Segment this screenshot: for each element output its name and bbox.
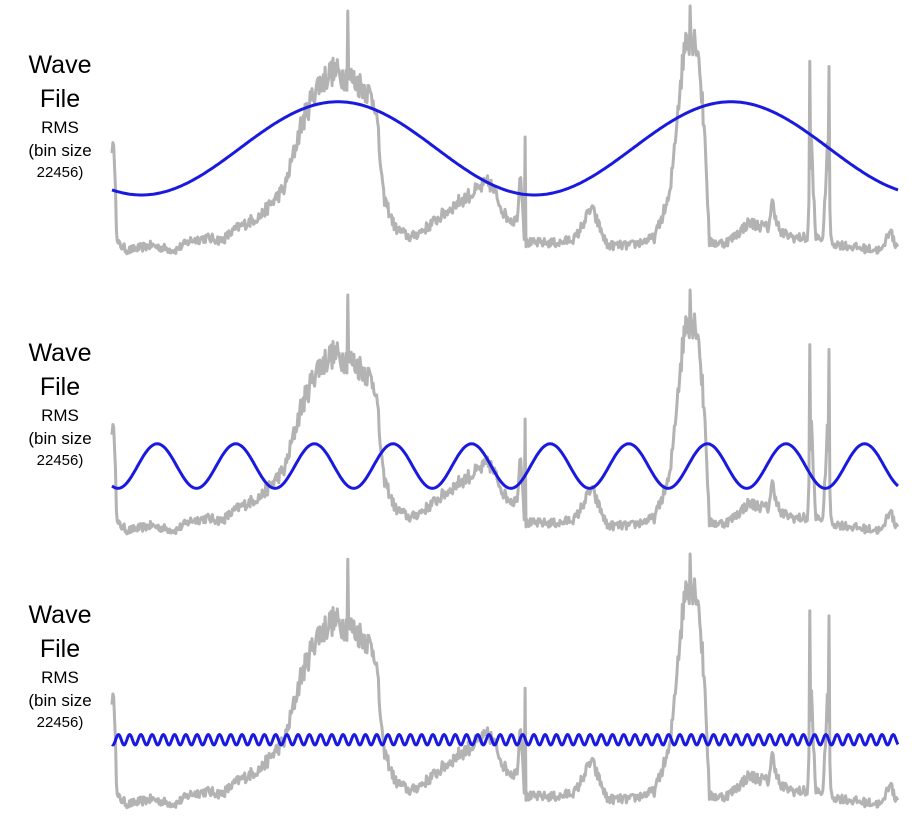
chart-title-3: Wave File RMS (bin size 22456) (0, 598, 120, 733)
sine-series-line (111, 732, 900, 747)
title-line-bin-value: 22456) (36, 164, 84, 181)
title-line-bin-size: (bin size (28, 691, 92, 710)
title-line-bin-size: (bin size (28, 141, 92, 160)
title-line-file: File (39, 373, 81, 401)
title-line-rms: RMS (41, 118, 79, 137)
chart-panel-2: Wave File RMS (bin size 22456) (0, 284, 924, 546)
chart-panel-3: Wave File RMS (bin size 22456) (0, 548, 924, 820)
chart-panel-1: Wave File RMS (bin size 22456) (0, 0, 924, 270)
plot-area-1 (110, 4, 900, 256)
chart-title-2: Wave File RMS (bin size 22456) (0, 336, 120, 471)
chart-title-1: Wave File RMS (bin size 22456) (0, 48, 120, 183)
title-line-bin-size: (bin size (28, 429, 92, 448)
title-line-wave: Wave (28, 51, 92, 79)
title-line-wave: Wave (28, 339, 92, 367)
title-line-rms: RMS (41, 668, 79, 687)
title-line-bin-value: 22456) (36, 452, 84, 469)
sine-series-line (111, 442, 900, 490)
rms-series-line (110, 552, 900, 810)
plot-area-3 (110, 552, 900, 810)
title-line-file: File (39, 85, 81, 113)
sine-series-line (111, 100, 899, 197)
plot-area-2 (110, 288, 900, 536)
title-line-file: File (39, 635, 81, 663)
rms-series-line (110, 288, 900, 536)
title-line-rms: RMS (41, 406, 79, 425)
title-line-bin-value: 22456) (36, 714, 84, 731)
title-line-wave: Wave (28, 601, 92, 629)
rms-series-line (110, 4, 900, 256)
